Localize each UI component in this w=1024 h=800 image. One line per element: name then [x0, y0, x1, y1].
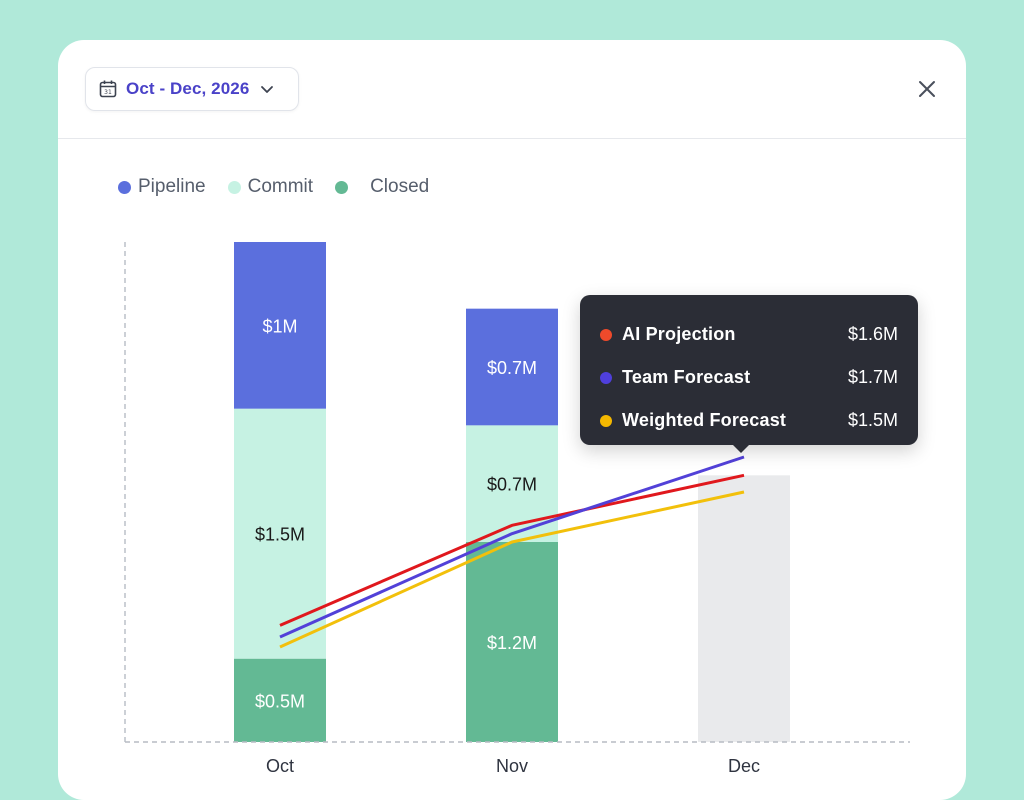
card-header: 31 Oct - Dec, 2026	[58, 40, 966, 139]
calendar-icon: 31	[99, 80, 117, 98]
legend-item-pipeline[interactable]: Pipeline	[118, 176, 206, 198]
date-range-label: Oct - Dec, 2026	[126, 79, 250, 98]
bar-closed-nov	[466, 542, 558, 742]
x-tick-label: Oct	[266, 756, 294, 776]
bar-commit-oct	[234, 408, 326, 659]
close-icon[interactable]	[916, 78, 938, 100]
line-weighted-forecast	[279, 490, 745, 649]
tooltip-series-name: Weighted Forecast	[622, 410, 787, 430]
line-ai-projection	[279, 473, 745, 627]
svg-text:31: 31	[104, 89, 112, 96]
legend-item-commit[interactable]: Commit	[227, 176, 314, 198]
legend-swatch	[335, 180, 349, 194]
bar-placeholder-dec	[698, 475, 790, 742]
legend-label: Commit	[247, 176, 314, 197]
legend-swatch	[118, 180, 131, 194]
forecast-tooltip: AI Projection $1.6M Team Forecast $1.7M …	[580, 295, 918, 453]
bar-closed-oct	[234, 658, 326, 742]
tooltip-swatch	[600, 414, 612, 427]
tooltip-series-name: Team Forecast	[622, 367, 751, 387]
line-team-forecast	[279, 455, 745, 639]
bar-pipeline-nov	[466, 308, 558, 426]
x-tick-label: Nov	[496, 756, 528, 776]
forecast-card: 31 Oct - Dec, 2026 Pipeline Commit Close…	[58, 40, 966, 800]
legend-label: Closed	[370, 176, 430, 197]
tooltip-swatch	[600, 371, 612, 384]
tooltip-series-value: $1.6M	[847, 324, 898, 344]
bar-value-label: $0.7M	[487, 358, 537, 378]
forecast-chart: $0.5M $1.5M $1M $1.2M $0.7M $0.7M Oct Nov Dec	[124, 242, 910, 776]
x-tick-label: Dec	[728, 756, 760, 776]
tooltip-row-team-forecast: Team Forecast $1.7M	[600, 356, 898, 399]
legend-item-closed[interactable]: Closed	[335, 176, 429, 198]
legend-label: Pipeline	[138, 176, 206, 197]
tooltip-row-ai-projection: AI Projection $1.6M	[600, 313, 898, 356]
tooltip-row-weighted-forecast: Weighted Forecast $1.5M	[600, 399, 898, 442]
chart-legend: Pipeline Commit Closed	[118, 176, 451, 198]
tooltip-series-name: AI Projection	[622, 324, 736, 344]
tooltip-series-value: $1.7M	[847, 367, 898, 387]
bar-pipeline-oct	[234, 242, 326, 409]
bar-value-label: $1.5M	[255, 525, 305, 545]
tooltip-series-value: $1.5M	[847, 410, 898, 430]
tooltip-swatch	[600, 328, 612, 341]
bar-value-label: $1.2M	[487, 633, 537, 653]
date-range-picker[interactable]: 31 Oct - Dec, 2026	[85, 67, 299, 111]
bar-value-label: $1M	[262, 316, 297, 336]
bar-value-label: $0.5M	[255, 691, 305, 711]
bar-value-label: $0.7M	[487, 475, 537, 495]
legend-swatch	[227, 180, 241, 194]
chevron-down-icon	[261, 86, 274, 93]
